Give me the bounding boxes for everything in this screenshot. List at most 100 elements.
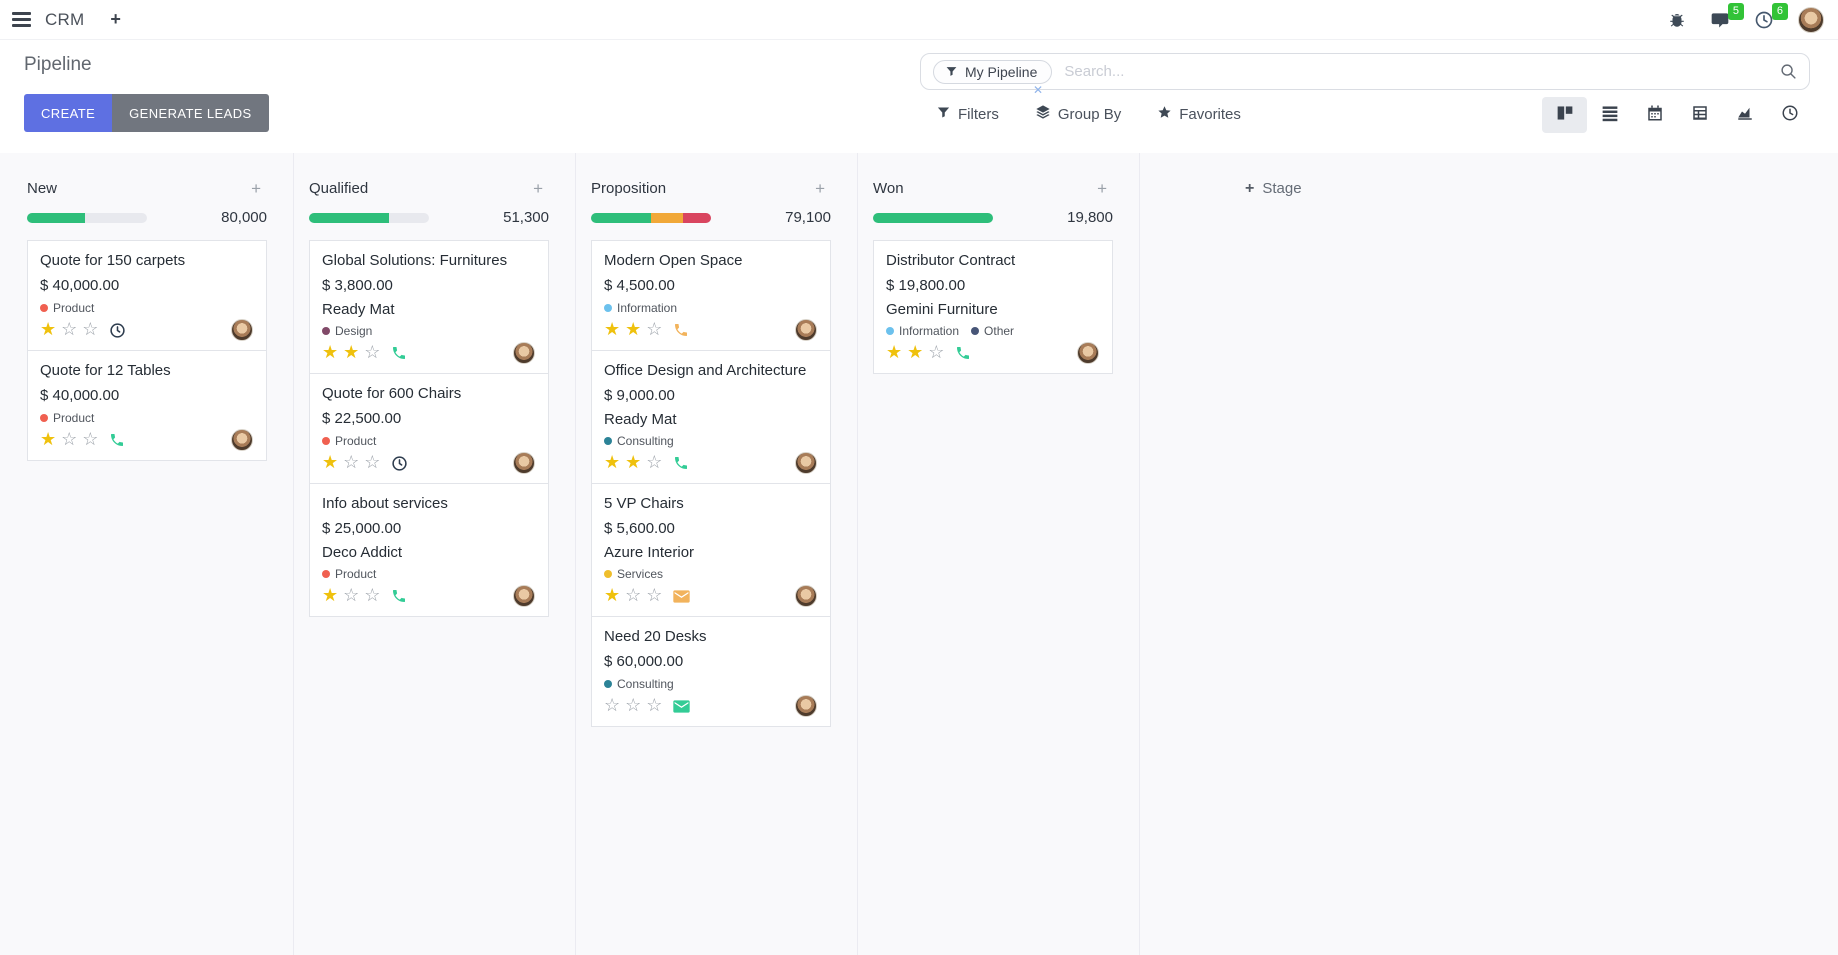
debug-bug-icon[interactable] (1668, 11, 1686, 29)
view-graph-button[interactable] (1722, 97, 1767, 133)
phone-icon[interactable] (673, 322, 689, 338)
card-salesperson-avatar[interactable] (795, 695, 817, 717)
card-salesperson-avatar[interactable] (513, 585, 535, 607)
star-empty-icon[interactable]: ☆ (625, 695, 642, 715)
card-salesperson-avatar[interactable] (513, 452, 535, 474)
column-progressbar[interactable] (591, 212, 711, 223)
star-empty-icon[interactable]: ☆ (646, 695, 663, 715)
card-priority-stars: ★ ★ ☆ (322, 343, 385, 363)
progress-segment[interactable] (651, 212, 684, 223)
app-name[interactable]: CRM (45, 9, 85, 29)
create-button[interactable]: CREATE (24, 94, 113, 132)
kanban-card[interactable]: Need 20 Desks $ 60,000.00 Consulting ☆ ☆ ☆ (591, 616, 831, 727)
phone-icon[interactable] (955, 345, 971, 361)
star-empty-icon[interactable]: ☆ (646, 452, 663, 472)
star-empty-icon[interactable]: ☆ (646, 319, 663, 339)
view-calendar-button[interactable] (1632, 97, 1677, 133)
star-empty-icon[interactable]: ☆ (625, 585, 642, 605)
card-salesperson-avatar[interactable] (513, 342, 535, 364)
phone-icon[interactable] (673, 455, 689, 471)
column-add-record-button[interactable]: + (1097, 179, 1107, 198)
phone-icon[interactable] (109, 432, 125, 448)
star-filled-icon[interactable]: ★ (625, 452, 642, 472)
star-empty-icon[interactable]: ☆ (364, 585, 381, 605)
filters-menu-button[interactable]: Filters (936, 105, 999, 124)
star-filled-icon[interactable]: ★ (322, 452, 339, 472)
star-filled-icon[interactable]: ★ (625, 319, 642, 339)
star-empty-icon[interactable]: ☆ (82, 319, 99, 339)
kanban-card[interactable]: 5 VP Chairs $ 5,600.00 Azure Interior Se… (591, 483, 831, 617)
kanban-card[interactable]: Distributor Contract $ 19,800.00 Gemini … (873, 240, 1113, 374)
star-empty-icon[interactable]: ☆ (928, 342, 945, 362)
star-filled-icon[interactable]: ★ (322, 342, 339, 362)
card-salesperson-avatar[interactable] (795, 585, 817, 607)
star-filled-icon[interactable]: ★ (604, 319, 621, 339)
card-salesperson-avatar[interactable] (231, 319, 253, 341)
star-filled-icon[interactable]: ★ (40, 319, 57, 339)
view-pivot-button[interactable] (1677, 97, 1722, 133)
search-facet-my-pipeline[interactable]: My Pipeline (933, 59, 1053, 84)
column-progressbar[interactable] (309, 212, 429, 223)
progress-segment[interactable] (683, 212, 711, 223)
star-empty-icon[interactable]: ☆ (82, 429, 99, 449)
activities-tray-icon[interactable]: 6 (1754, 2, 1788, 30)
star-filled-icon[interactable]: ★ (907, 342, 924, 362)
add-stage-button[interactable]: + Stage (1245, 153, 1302, 199)
card-salesperson-avatar[interactable] (795, 452, 817, 474)
search-icon[interactable] (1780, 63, 1797, 80)
progress-segment[interactable] (873, 212, 993, 223)
kanban-card[interactable]: Modern Open Space $ 4,500.00 Information… (591, 240, 831, 351)
column-progressbar[interactable] (27, 212, 147, 223)
column-add-record-button[interactable]: + (815, 179, 825, 198)
progress-segment[interactable] (591, 212, 651, 223)
groupby-menu-button[interactable]: Group By (1035, 104, 1121, 124)
kanban-card[interactable]: Global Solutions: Furnitures $ 3,800.00 … (309, 240, 549, 374)
navbar-plus-button[interactable]: + (110, 9, 121, 29)
hamburger-menu-icon[interactable] (12, 12, 31, 27)
star-empty-icon[interactable]: ☆ (343, 585, 360, 605)
view-kanban-button[interactable] (1542, 97, 1587, 133)
star-filled-icon[interactable]: ★ (343, 342, 360, 362)
star-empty-icon[interactable]: ☆ (364, 452, 381, 472)
star-filled-icon[interactable]: ★ (322, 585, 339, 605)
envelope-icon[interactable] (673, 699, 691, 714)
control-panel: Pipeline CREATE GENERATE LEADS My Pipeli… (0, 40, 1838, 153)
search-bar[interactable]: My Pipeline ✕ Search... (920, 53, 1810, 97)
view-activity-button[interactable] (1767, 97, 1812, 133)
star-filled-icon[interactable]: ★ (886, 342, 903, 362)
kanban-card[interactable]: Quote for 600 Chairs $ 22,500.00 Product… (309, 373, 549, 484)
star-filled-icon[interactable]: ★ (604, 452, 621, 472)
phone-icon[interactable] (391, 345, 407, 361)
generate-leads-button[interactable]: GENERATE LEADS (112, 94, 269, 132)
star-filled-icon[interactable]: ★ (604, 585, 621, 605)
facet-remove-icon[interactable]: ✕ (1033, 83, 1044, 97)
star-empty-icon[interactable]: ☆ (604, 695, 621, 715)
favorites-menu-button[interactable]: Favorites (1157, 105, 1241, 124)
progress-segment[interactable] (27, 212, 85, 223)
star-empty-icon[interactable]: ☆ (61, 319, 78, 339)
clock-icon[interactable] (109, 322, 126, 339)
envelope-icon[interactable] (673, 589, 691, 604)
kanban-card[interactable]: Quote for 12 Tables $ 40,000.00 Product … (27, 350, 267, 461)
star-empty-icon[interactable]: ☆ (364, 342, 381, 362)
progress-segment[interactable] (309, 212, 390, 223)
kanban-card[interactable]: Office Design and Architecture $ 9,000.0… (591, 350, 831, 484)
column-add-record-button[interactable]: + (533, 179, 543, 198)
kanban-card[interactable]: Info about services $ 25,000.00 Deco Add… (309, 483, 549, 617)
card-salesperson-avatar[interactable] (231, 429, 253, 451)
messages-tray-icon[interactable]: 5 (1710, 2, 1744, 30)
search-input[interactable]: Search... (1064, 63, 1125, 80)
phone-icon[interactable] (391, 588, 407, 604)
clock-icon[interactable] (391, 455, 408, 472)
star-empty-icon[interactable]: ☆ (61, 429, 78, 449)
star-empty-icon[interactable]: ☆ (343, 452, 360, 472)
column-add-record-button[interactable]: + (251, 179, 261, 198)
user-avatar[interactable] (1798, 6, 1824, 33)
kanban-card[interactable]: Quote for 150 carpets $ 40,000.00 Produc… (27, 240, 267, 351)
star-filled-icon[interactable]: ★ (40, 429, 57, 449)
card-salesperson-avatar[interactable] (1077, 342, 1099, 364)
view-list-button[interactable] (1587, 97, 1632, 133)
star-empty-icon[interactable]: ☆ (646, 585, 663, 605)
card-salesperson-avatar[interactable] (795, 319, 817, 341)
column-progressbar[interactable] (873, 212, 993, 223)
